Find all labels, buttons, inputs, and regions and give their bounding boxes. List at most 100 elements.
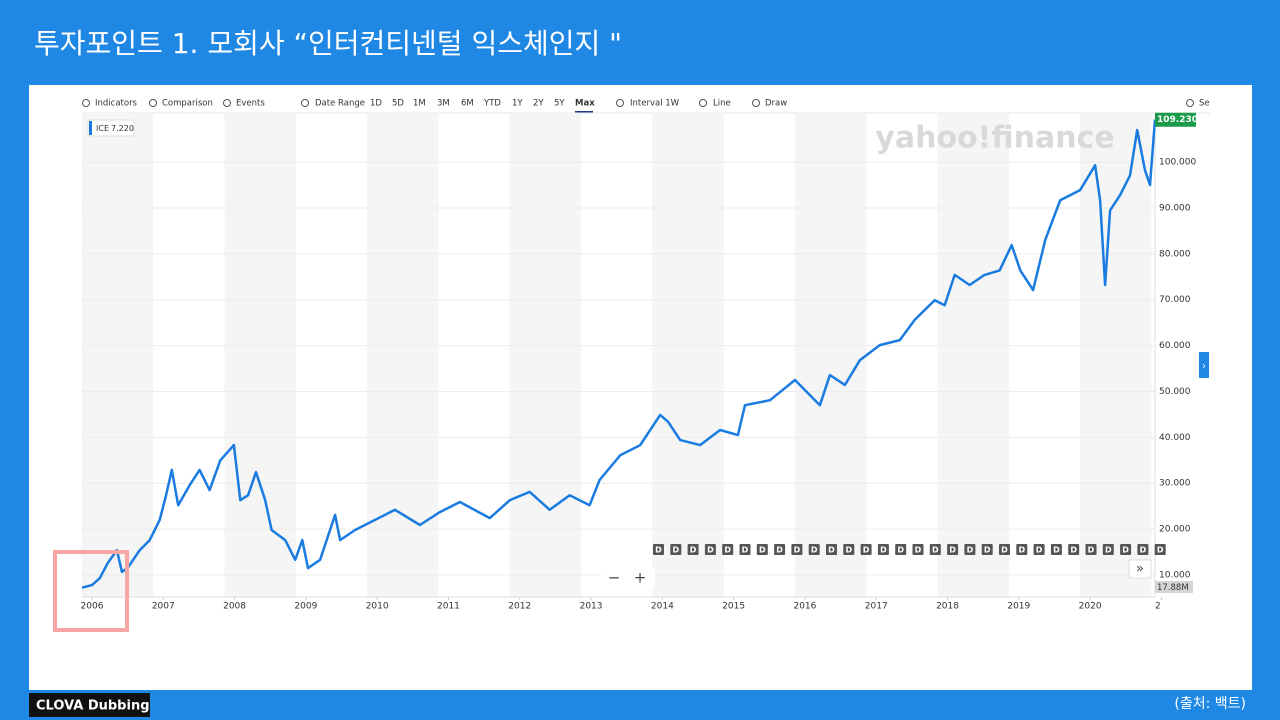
dividend-box <box>1016 544 1028 555</box>
toolbar-icon <box>616 99 624 107</box>
year-band <box>509 113 582 597</box>
dividend-box <box>791 544 803 555</box>
toolbar-item[interactable]: 6M <box>461 99 474 109</box>
toolbar-icon <box>301 99 309 107</box>
x-tick-label: 2 <box>1155 602 1161 612</box>
toolbar-item[interactable]: 1M <box>413 99 426 109</box>
dividend-marker: D <box>655 546 662 555</box>
toolbar-item[interactable]: Events <box>236 99 265 109</box>
dividend-marker: D <box>1105 546 1112 555</box>
plot: Indicators Comparison Events Date Range 1D 5D… <box>81 99 1210 612</box>
legend-box <box>87 119 135 137</box>
toolbar-item[interactable]: Date Range <box>315 99 365 109</box>
x-tick-label: 2015 <box>722 602 745 612</box>
x-tick-label: 2017 <box>865 602 888 612</box>
slide-title: 투자포인트 1. 모회사 “인터컨티넨털 익스체인지 " <box>34 27 622 60</box>
dividend-marker: D <box>932 546 939 555</box>
toolbar-item[interactable]: Max <box>575 99 595 109</box>
dividend-box <box>739 544 751 555</box>
toolbar-item[interactable]: YTD <box>483 99 501 109</box>
toolbar-item[interactable]: Indicators <box>95 99 138 109</box>
toolbar-item[interactable]: 2Y <box>533 99 544 109</box>
y-tick-label: 50.000 <box>1159 387 1191 397</box>
expand-icon: » <box>1136 562 1144 577</box>
toolbar-item[interactable]: Comparison <box>162 99 213 109</box>
toolbar-icon <box>752 99 760 107</box>
dividend-box <box>929 544 941 555</box>
zoom-out[interactable]: − <box>608 569 621 587</box>
dividend-marker: D <box>794 546 801 555</box>
x-tick-label: 2007 <box>152 602 175 612</box>
x-tick-label: 2016 <box>793 602 816 612</box>
source: (출처: 백트) <box>1174 696 1246 712</box>
toolbar-item[interactable]: 1Y <box>512 99 523 109</box>
dividend-marker: D <box>863 546 870 555</box>
dividend-box <box>895 544 907 555</box>
dividend-marker: D <box>1053 546 1060 555</box>
x-tick-label: 2018 <box>936 602 959 612</box>
dividend-box <box>653 544 664 555</box>
dividend-box <box>1068 544 1080 555</box>
side-toggle[interactable] <box>1199 352 1209 378</box>
expand-button[interactable] <box>1128 559 1152 579</box>
dividend-marker: D <box>672 546 679 555</box>
toolbar-item[interactable]: Line <box>713 99 731 109</box>
zoom-controls <box>601 568 655 586</box>
toolbar-icon <box>223 99 231 107</box>
toolbar-item[interactable]: 5Y <box>554 99 565 109</box>
dividend-box <box>1085 544 1097 555</box>
volume-label-box <box>1155 581 1193 593</box>
dividend-marker: D <box>949 546 956 555</box>
year-band <box>82 113 154 597</box>
dividend-box <box>670 544 682 555</box>
dividend-box <box>808 544 820 555</box>
toolbar-item[interactable]: 3M <box>437 99 450 109</box>
dividend-marker: D <box>897 546 904 555</box>
dividend-box <box>722 544 734 555</box>
toolbar-icon <box>82 99 90 107</box>
dividend-box <box>826 544 837 555</box>
y-tick-label: 30.000 <box>1159 479 1191 489</box>
dividend-marker: D <box>984 546 991 555</box>
toolbar-item[interactable]: 5D <box>392 99 404 109</box>
dividend-box <box>843 544 855 555</box>
dividend-marker: D <box>915 546 922 555</box>
dividend-marker: D <box>1070 546 1077 555</box>
dividend-box <box>877 544 889 555</box>
dividend-box <box>981 544 993 555</box>
dividend-marker: D <box>707 546 714 555</box>
panel <box>29 85 1252 690</box>
y-tick-label: 20.000 <box>1159 525 1191 535</box>
dividend-marker: D <box>811 546 818 555</box>
x-tick-label: 2013 <box>580 602 603 612</box>
toolbar-item[interactable]: Interval 1W <box>630 99 680 109</box>
dividend-marker: D <box>828 546 835 555</box>
dividend-marker: D <box>967 546 974 555</box>
toolbar-item[interactable]: 1D <box>370 99 382 109</box>
badge: CLOVA Dubbing <box>36 699 150 714</box>
dividend-box <box>999 544 1010 555</box>
x-tick-label: 2011 <box>437 602 460 612</box>
zoom-in[interactable]: + <box>634 569 647 587</box>
toolbar-item[interactable]: Se <box>1199 99 1210 109</box>
dividend-box <box>912 544 924 555</box>
dividend-box <box>774 544 786 555</box>
last-price: 109.230 <box>1157 115 1198 125</box>
dividend-box <box>1137 544 1149 555</box>
x-tick-label: 2010 <box>366 602 389 612</box>
dividend-marker: D <box>1140 546 1147 555</box>
year-band <box>794 113 867 597</box>
y-tick-label: 100.000 <box>1159 158 1196 168</box>
year-band <box>367 113 439 597</box>
volume-label: 17.88M <box>1157 583 1189 593</box>
y-tick-label: 10.000 <box>1159 570 1191 580</box>
dividend-marker: D <box>1157 546 1164 555</box>
legend-value: 7.220 <box>111 124 134 133</box>
x-tick-label: 2006 <box>81 602 104 612</box>
toolbar-item[interactable]: Draw <box>765 99 787 109</box>
watermark: yahoo!finance <box>875 121 1114 156</box>
x-tick-label: 2009 <box>294 602 317 612</box>
x-tick-label: 2020 <box>1079 602 1102 612</box>
y-tick-label: 60.000 <box>1159 341 1191 351</box>
